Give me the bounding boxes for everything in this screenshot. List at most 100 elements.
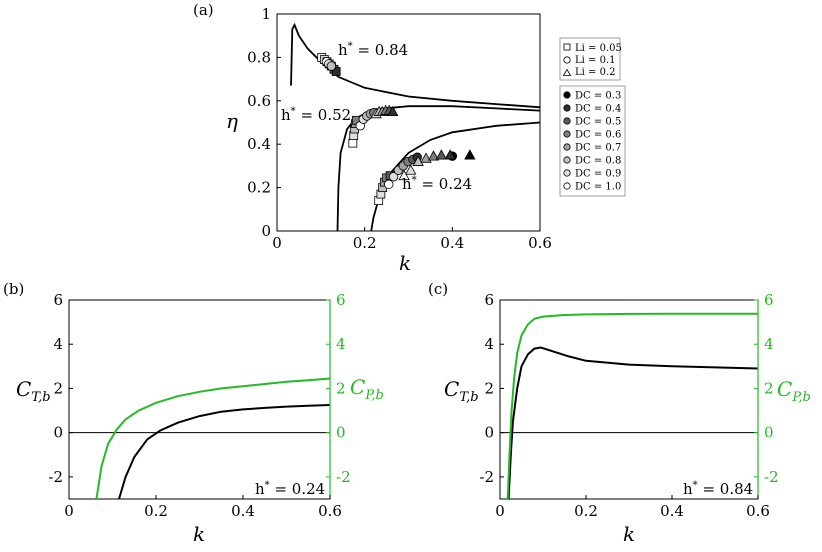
legend-dc-marker: [563, 169, 571, 177]
panel-b-ytick-label: -2: [48, 468, 63, 486]
panel-c-xtick-label: 0: [495, 502, 505, 520]
legend-dc-marker: [563, 91, 571, 99]
panel-a-xtick-label: 0.4: [440, 234, 464, 252]
panel-c-ylabel-left: CT,b: [444, 377, 479, 405]
data-point-triangle: [405, 164, 417, 175]
legend-triangle-icon: [562, 68, 572, 76]
legend-dc-label: DC = 0.3: [575, 91, 621, 102]
legend-dc-marker: [563, 156, 571, 164]
panel-label-b: (b): [3, 280, 24, 298]
panel-c-ytick-right-label: 4: [764, 335, 774, 353]
panel-a-ytick-label: 0.4: [247, 135, 271, 153]
legend-li-label-1: Li = 0.1: [575, 55, 615, 66]
legend-dc-marker: [563, 117, 571, 125]
legend-dc-marker: [563, 104, 571, 112]
panel-a-ytick-label: 0.8: [247, 48, 271, 66]
panel-b-cp-line: [95, 377, 331, 500]
panel-a-ytick-label: 1: [261, 5, 271, 23]
panel-c-annotation: h* = 0.84: [683, 480, 753, 498]
data-point-triangle: [387, 105, 399, 117]
panel-b-ytick-label: 0: [53, 424, 63, 442]
data-point-square: [331, 67, 341, 76]
panel-b-ytick-right-label: 0: [336, 424, 346, 442]
panel-b-lines: [69, 377, 331, 500]
data-point-triangle: [444, 149, 456, 160]
legend-li-label-2: Li = 0.2: [575, 67, 615, 78]
panel-b-ct-line: [118, 404, 331, 500]
legend-dc-label: DC = 0.4: [575, 104, 621, 115]
panel-b-xtick-label: 0.4: [231, 502, 255, 520]
legend-li-label-0: Li = 0.05: [575, 43, 622, 54]
panel-b-ylabel-left: CT,b: [16, 377, 51, 405]
panel-c-xtick-label: 0.6: [746, 502, 770, 520]
panel-a-xtick-label: 0: [272, 234, 282, 252]
panel-c-ct-line: [507, 346, 759, 500]
panel-b-xtick-label: 0.6: [318, 502, 342, 520]
panel-c-ytick-label: 6: [484, 291, 494, 309]
panel-a-ytick-label: 0.2: [247, 179, 271, 197]
panel-a-chart: 0 0.2 0.4 0.6 0 0.2 0.4 0.6 0.8 1 k η h* = 0.84 h…: [226, 5, 626, 275]
data-point-triangle: [464, 149, 476, 160]
panel-c-ytick-right-label: 0: [764, 424, 774, 442]
panel-b-annotation: h* = 0.24: [255, 480, 325, 498]
panel-c-ytick-label: 4: [484, 335, 494, 353]
data-point-circle: [388, 172, 399, 182]
panel-a-markers: [317, 53, 476, 206]
annotation-h052: h* = 0.52: [281, 106, 351, 124]
legend-li: Li = 0.05 Li = 0.1 Li = 0.2: [559, 37, 622, 81]
panel-c-ytick-label: -2: [479, 468, 494, 486]
panel-b-ytick-label: 6: [53, 291, 63, 309]
panel-a-xlabel: k: [399, 251, 411, 275]
legend-dc-marker: [563, 130, 571, 138]
panel-c-ytick-label: 2: [484, 379, 494, 397]
panel-b-ytick-right-label: 6: [336, 291, 346, 309]
panel-label-c: (c): [428, 280, 448, 298]
legend-dc-marker: [563, 143, 571, 151]
data-point-circle: [384, 179, 394, 190]
legend-dc-label: DC = 0.6: [575, 130, 621, 141]
legend-dc-label: DC = 0.5: [575, 117, 621, 128]
panel-c-xlabel: k: [623, 522, 635, 546]
panel-a-ticks: 0 0.2 0.4 0.6 0 0.2 0.4 0.6 0.8 1: [247, 5, 552, 252]
panel-c-ytick-right-label: 6: [764, 291, 774, 309]
legend-dc: DC = 0.3 DC = 0.4 DC = 0.5 DC = 0.6 DC = 0.7…: [559, 85, 626, 197]
panel-a-ytick-label: 0: [261, 222, 271, 240]
legend-dc-label: DC = 1.0: [575, 182, 621, 193]
panel-b-ylabel-right: CP,b: [350, 375, 384, 403]
curve-2: [370, 121, 541, 232]
panel-b-xtick-label: 0.2: [144, 502, 168, 520]
data-point-triangle: [427, 150, 440, 161]
legend-dc-label: DC = 0.8: [575, 156, 621, 167]
panel-a-xtick-label: 0.6: [528, 234, 552, 252]
panel-a-ytick-label: 0.6: [247, 92, 271, 110]
panel-label-a: (a): [193, 1, 214, 19]
panel-b-ytick-right-label: 4: [336, 335, 346, 353]
legend-circle-icon: [563, 56, 571, 64]
panel-b-xlabel: k: [193, 522, 205, 546]
panel-c-cp-line: [506, 312, 758, 500]
data-point-triangle: [435, 149, 448, 160]
annotation-h084: h* = 0.84: [338, 41, 408, 59]
panel-c-lines: [500, 312, 759, 500]
legend-dc-box: [559, 85, 626, 197]
panel-c-ylabel-right: CP,b: [777, 377, 811, 405]
legend-dc-label: DC = 0.9: [575, 169, 621, 180]
panel-b-ytick-label: 4: [53, 335, 63, 353]
legend-dc-marker: [563, 182, 571, 190]
panel-b-ytick-right-label: 2: [336, 379, 346, 397]
annotation-h024: h* = 0.24: [402, 175, 472, 193]
panel-b-xtick-label: 0: [64, 502, 74, 520]
panel-b-frame: [68, 299, 331, 500]
panel-b-ytick-right-label: -2: [336, 468, 351, 486]
panel-c-xtick-label: 0.2: [574, 502, 598, 520]
data-point-square: [348, 138, 358, 148]
legend-square-icon: [563, 43, 571, 51]
panel-a-ylabel: η: [226, 109, 238, 133]
panel-a-xtick-label: 0.2: [353, 234, 377, 252]
panel-c-ytick-right-label: -2: [764, 468, 779, 486]
data-point-triangle: [412, 155, 424, 166]
